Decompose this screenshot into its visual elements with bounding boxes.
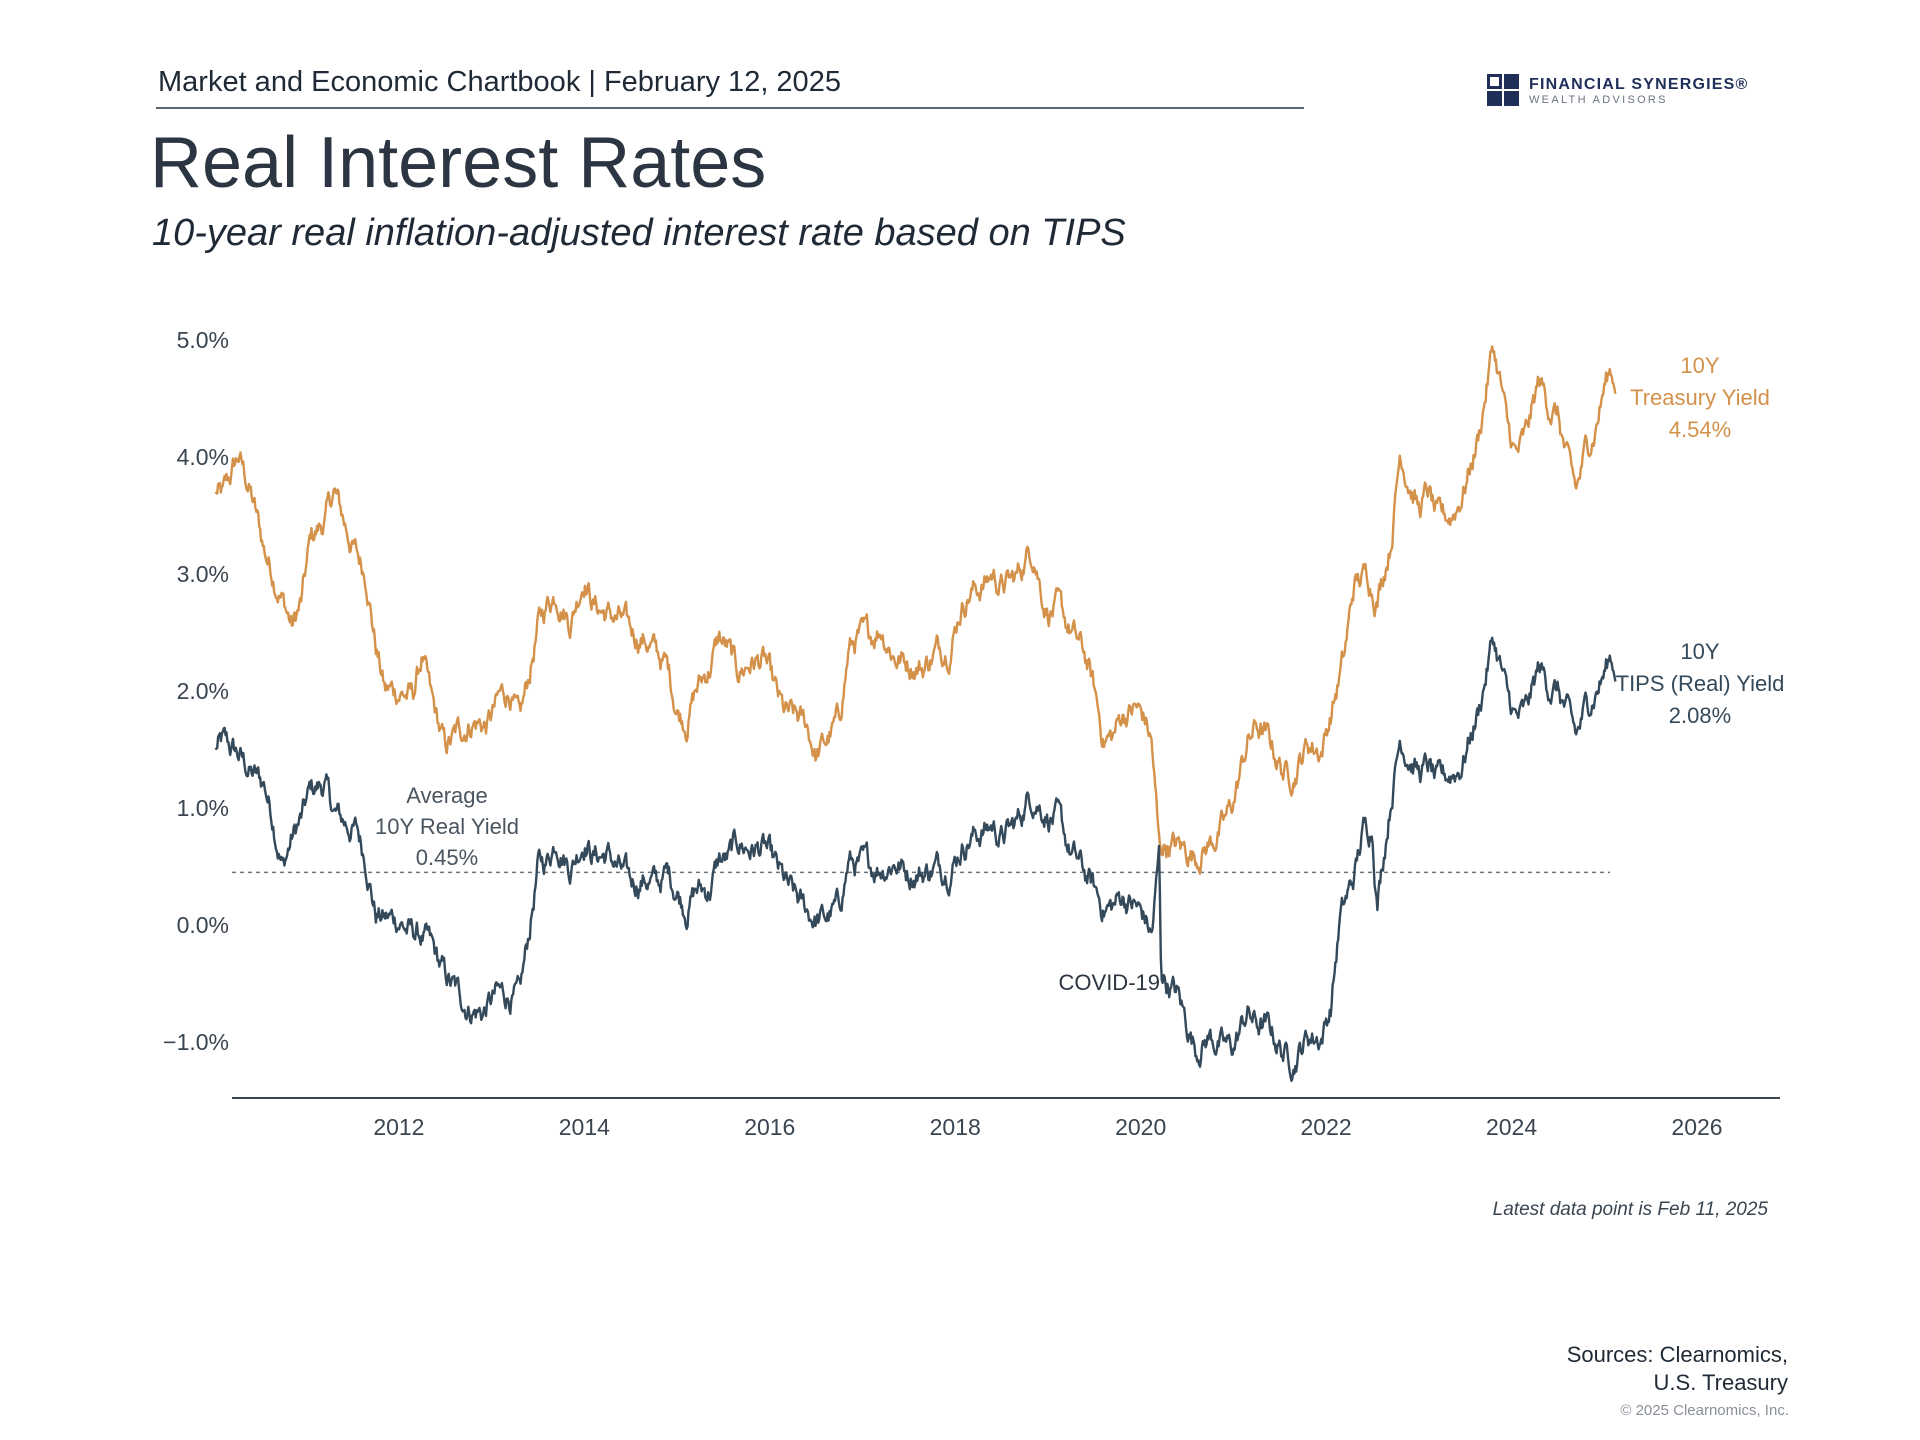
y-tick-label: 3.0% — [177, 561, 229, 587]
treasury-yield-label: 4.54% — [1669, 417, 1731, 442]
company-logo: FINANCIAL SYNERGIES® WEALTH ADVISORS — [1487, 74, 1787, 110]
header-rule — [156, 107, 1304, 109]
x-tick-label: 2012 — [373, 1114, 424, 1140]
y-tick-label: 1.0% — [177, 795, 229, 821]
average-real-yield-label: 0.45% — [416, 845, 478, 870]
x-tick-label: 2016 — [744, 1114, 795, 1140]
y-tick-label: 5.0% — [177, 327, 229, 353]
tips-yield-line — [214, 636, 1617, 1082]
sources-line-1: Sources: Clearnomics, — [1566, 1342, 1788, 1367]
treasury-yield-label: Treasury Yield — [1630, 385, 1770, 410]
treasury-yield-line — [214, 345, 1617, 875]
sources-line-2: U.S. Treasury — [1653, 1370, 1788, 1395]
x-tick-label: 2022 — [1301, 1114, 1352, 1140]
logo-sub: WEALTH ADVISORS — [1529, 94, 1668, 106]
average-real-yield-label: 10Y Real Yield — [375, 814, 519, 839]
logo-name: FINANCIAL SYNERGIES® — [1529, 76, 1749, 93]
sources-note: Sources: Clearnomics, U.S. Treasury — [1567, 1341, 1788, 1397]
tips-yield-label: 2.08% — [1669, 703, 1731, 728]
copyright: © 2025 Clearnomics, Inc. — [1620, 1402, 1789, 1419]
x-tick-label: 2014 — [559, 1114, 610, 1140]
y-tick-label: 4.0% — [177, 444, 229, 470]
treasury-yield-label: 10Y — [1680, 353, 1719, 378]
x-tick-label: 2024 — [1486, 1114, 1537, 1140]
x-tick-label: 2026 — [1671, 1114, 1722, 1140]
y-tick-label: 2.0% — [177, 678, 229, 704]
page-title: Real Interest Rates — [150, 123, 767, 203]
x-tick-label: 2018 — [930, 1114, 981, 1140]
tips-yield-label: 10Y — [1680, 639, 1719, 664]
tips-yield-label: TIPS (Real) Yield — [1616, 671, 1785, 696]
average-real-yield-label: Average — [406, 783, 488, 808]
y-tick-label: 0.0% — [177, 912, 229, 938]
covid-annotation: COVID-19 — [1059, 970, 1160, 995]
y-tick-label: −1.0% — [163, 1029, 229, 1055]
chartbook-header: Market and Economic Chartbook | February… — [158, 66, 841, 98]
page-subtitle: 10-year real inflation-adjusted interest… — [152, 212, 1126, 254]
logo-grid-icon — [1487, 74, 1519, 106]
latest-data-note: Latest data point is Feb 11, 2025 — [1493, 1199, 1769, 1220]
x-tick-label: 2020 — [1115, 1114, 1166, 1140]
